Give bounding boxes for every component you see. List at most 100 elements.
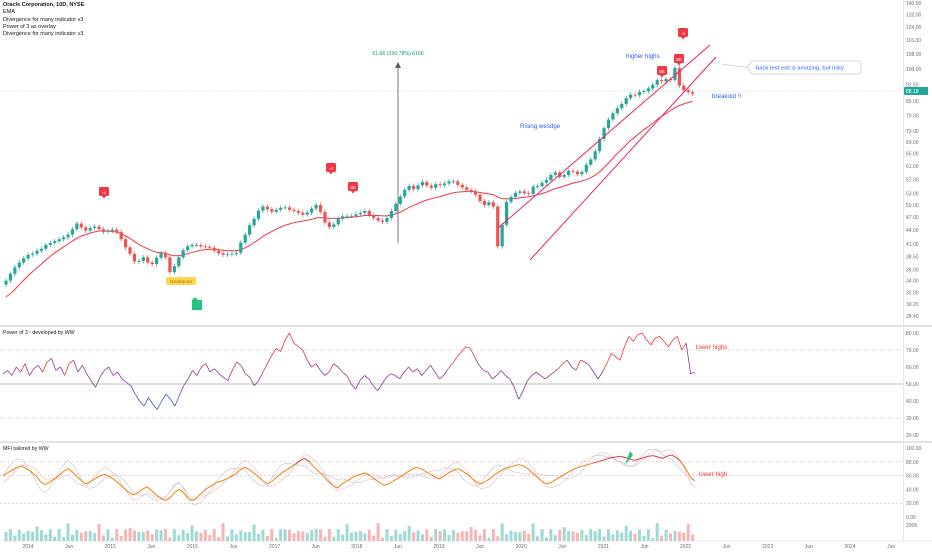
volume-bar bbox=[593, 531, 597, 541]
volume-bar bbox=[292, 533, 296, 541]
mfi-line-segment bbox=[430, 473, 436, 478]
candle-body bbox=[389, 210, 394, 218]
mfi-line-segment bbox=[569, 468, 575, 472]
candle-body bbox=[66, 234, 70, 238]
candle-body bbox=[137, 260, 141, 262]
time-axis-tick: Jun bbox=[65, 544, 73, 550]
candle-body bbox=[4, 280, 8, 285]
mfi-line-segment bbox=[671, 454, 677, 459]
candle-body bbox=[602, 128, 606, 140]
mfi-line-segment bbox=[574, 466, 580, 470]
volume-bar bbox=[363, 533, 367, 541]
ema-line bbox=[5, 100, 693, 298]
candle-body bbox=[549, 174, 553, 180]
mfi-line-segment bbox=[16, 465, 22, 468]
volume-bar bbox=[230, 529, 234, 541]
p3-line-segment bbox=[77, 365, 83, 373]
mfi-line-segment bbox=[601, 458, 607, 461]
volume-bar bbox=[283, 529, 287, 541]
volume-bar bbox=[562, 527, 566, 541]
p3-line-segment bbox=[187, 370, 193, 380]
candle-body bbox=[363, 210, 367, 214]
p3-line-segment bbox=[121, 378, 127, 383]
candle-body bbox=[629, 94, 633, 99]
mfi-line-segment bbox=[295, 460, 301, 465]
candle-body bbox=[239, 242, 243, 253]
price-axis-tick: 73.00 bbox=[906, 129, 919, 135]
p3-line-segment bbox=[522, 380, 528, 391]
mfi-line-segment bbox=[146, 486, 152, 492]
candle-body bbox=[491, 202, 495, 207]
marker-pointer bbox=[329, 172, 333, 175]
volume-bar bbox=[137, 531, 141, 541]
volume-bar bbox=[84, 531, 88, 541]
p3-line-segment bbox=[68, 359, 74, 364]
candle-body bbox=[345, 215, 349, 217]
volume-bar bbox=[403, 530, 407, 541]
candle-body bbox=[598, 139, 602, 152]
mfi-line-segment bbox=[39, 480, 46, 485]
candle-body bbox=[398, 196, 402, 204]
legend-line-power-of-3: Power of 3 as overlay bbox=[3, 23, 56, 30]
p3-line-segment bbox=[306, 359, 312, 368]
p3-line-segment bbox=[315, 363, 321, 371]
volume-bar bbox=[327, 529, 331, 541]
p3-axis-tick: 60.00 bbox=[906, 365, 919, 371]
candle-body bbox=[44, 244, 48, 249]
volume-bar bbox=[611, 534, 615, 541]
volume-bar bbox=[381, 537, 385, 541]
mfi-line-segment bbox=[653, 455, 658, 458]
p3-line-segment bbox=[395, 375, 400, 380]
volume-bar bbox=[310, 530, 314, 541]
candle-body bbox=[181, 250, 185, 258]
volume-bar bbox=[549, 529, 553, 541]
p3-line-segment bbox=[108, 366, 114, 376]
bull-label-text: Geebanan bbox=[170, 279, 193, 285]
mfi-axis-tick: 0.00 bbox=[906, 515, 916, 521]
candle-body bbox=[17, 262, 21, 268]
candle-body bbox=[8, 273, 13, 281]
mfi-line-segment bbox=[406, 468, 412, 473]
volume-bar bbox=[350, 532, 354, 541]
volume-bar bbox=[48, 529, 52, 541]
candle-body bbox=[367, 210, 371, 216]
mfi-line-segment bbox=[481, 480, 487, 485]
volume-bar bbox=[106, 529, 110, 541]
p3-line-segment bbox=[236, 361, 242, 366]
p3-line-segment bbox=[408, 366, 414, 373]
candle-body bbox=[30, 253, 35, 255]
mfi-line-segment bbox=[467, 473, 473, 479]
mfi-line-segment bbox=[657, 456, 663, 459]
price-axis-tick: 50.00 bbox=[906, 203, 919, 209]
volume-bar bbox=[544, 537, 548, 541]
p3-line-segment bbox=[650, 337, 656, 346]
price-axis-tick: 53.00 bbox=[906, 192, 919, 198]
p3-line-segment bbox=[90, 380, 96, 388]
p3-line-segment bbox=[558, 363, 564, 369]
p3-line-segment bbox=[580, 359, 585, 363]
volume-bar bbox=[540, 529, 544, 541]
candle-body bbox=[500, 224, 504, 247]
volume-bar bbox=[682, 532, 686, 541]
mfi-bull-signal bbox=[625, 451, 633, 465]
mfi-line-segment bbox=[81, 480, 87, 485]
p3-line-segment bbox=[46, 358, 52, 363]
price-axis-tick: 79.00 bbox=[906, 113, 919, 119]
volume-bar bbox=[93, 533, 97, 541]
mfi-line-segment bbox=[341, 480, 347, 485]
p3-line-segment bbox=[500, 370, 506, 376]
mfi-line-segment bbox=[207, 484, 213, 489]
mfi-line-segment bbox=[35, 475, 41, 482]
candle-body bbox=[562, 174, 566, 177]
candle-body bbox=[606, 119, 611, 129]
divergence-marker: BE bbox=[657, 66, 667, 78]
p3-line-segment bbox=[447, 363, 453, 369]
price-axis-tick: 30.20 bbox=[906, 302, 919, 308]
candle-body bbox=[292, 209, 296, 211]
p3-line-segment bbox=[134, 393, 140, 402]
time-axis-tick: 2024 bbox=[844, 544, 855, 550]
time-axis-tick: 2014 bbox=[22, 544, 33, 550]
candle-body bbox=[168, 257, 172, 273]
mfi-line-segment bbox=[197, 491, 204, 497]
